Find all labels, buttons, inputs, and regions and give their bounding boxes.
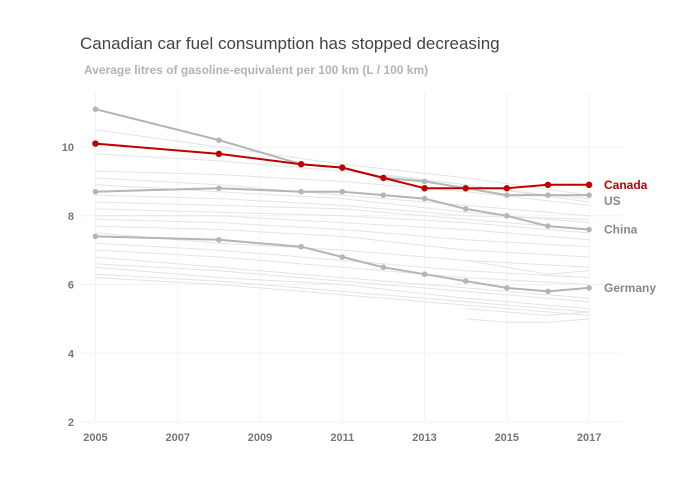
y-tick-label: 4: [68, 348, 75, 360]
germany-data-point: [216, 237, 222, 243]
axis-labels: 2005 2007 2009 2011 2013 2015 2017 2 4 6 8 10: [62, 142, 602, 444]
canada-series-line: [95, 142, 590, 190]
background-series-line-15: [95, 256, 590, 299]
y-tick-label: 6: [68, 280, 74, 292]
canada-data-point: [339, 164, 346, 171]
x-tick-label: 2005: [83, 432, 107, 444]
y-tick-label: 2: [68, 417, 74, 429]
canada-data-point: [297, 160, 305, 168]
grid: [79, 92, 622, 423]
background-series-line-16: [95, 263, 590, 303]
us-series-line: [95, 108, 590, 197]
x-tick-label: 2011: [330, 432, 354, 444]
background-series-line-12: [95, 232, 590, 268]
china-data-point: [586, 226, 592, 233]
background-series-line-22: [465, 318, 590, 323]
background-series-line-18: [95, 273, 590, 313]
background-series-line-8: [95, 208, 590, 234]
highlighted-series-group: [92, 106, 593, 295]
china-data-point: [380, 192, 387, 198]
canada-data-point: [585, 181, 593, 189]
china-data-point: [339, 188, 346, 195]
canada-data-point: [380, 174, 387, 182]
canada-data-point: [544, 181, 552, 189]
germany-data-point: [462, 278, 469, 284]
china-data-point: [545, 223, 551, 229]
germany-series-line: [95, 235, 590, 293]
background-series-line-20: [465, 259, 590, 275]
germany-data-point: [92, 233, 99, 240]
us-data-point: [216, 137, 222, 143]
germany-data-point: [380, 264, 387, 271]
background-series-line-21: [465, 308, 590, 316]
germany-data-point: [298, 243, 304, 250]
china-data-point: [504, 212, 510, 219]
x-tick-label: 2017: [577, 432, 601, 444]
canada-data-point: [503, 185, 511, 192]
x-tick-label: 2009: [248, 432, 272, 444]
china-data-point: [92, 188, 99, 195]
x-tick-label: 2015: [495, 432, 519, 444]
background-series-line-7: [95, 201, 590, 230]
germany-data-point: [545, 288, 551, 295]
series-labels: Canada US China Germany: [604, 178, 656, 295]
y-tick-label: 10: [62, 142, 74, 154]
us-data-point: [92, 106, 99, 112]
germany-series-label: Germany: [604, 281, 656, 295]
china-data-point: [421, 195, 428, 202]
china-series-line: [95, 187, 590, 231]
background-series-line-19: [95, 277, 590, 316]
china-series-label: China: [604, 223, 638, 237]
background-series-line-11: [95, 225, 590, 258]
germany-data-point: [421, 271, 428, 277]
us-data-point: [586, 192, 592, 198]
china-data-point: [216, 185, 222, 192]
germany-data-point: [586, 285, 592, 291]
background-series-line-10: [95, 218, 590, 248]
background-series-line-4: [95, 177, 590, 217]
canada-series-label: Canada: [604, 178, 648, 192]
x-tick-label: 2007: [165, 432, 189, 444]
us-data-point: [421, 178, 428, 185]
chart-title: Canadian car fuel consumption has stoppe…: [80, 34, 500, 53]
china-data-point: [298, 188, 304, 195]
background-series-line-1: [95, 129, 590, 196]
background-series-line-13: [95, 242, 590, 279]
china-data-point: [462, 206, 469, 212]
background-series-line-14: [95, 249, 590, 285]
germany-data-point: [339, 254, 346, 260]
us-data-point: [504, 192, 510, 198]
background-series-line-9: [95, 215, 590, 241]
y-tick-label: 8: [68, 211, 74, 223]
us-series-label: US: [604, 194, 621, 208]
canada-data-point: [215, 150, 223, 158]
us-data-point: [545, 192, 551, 198]
canada-data-point: [92, 140, 99, 147]
canada-data-point: [462, 185, 469, 192]
canada-data-point: [421, 185, 428, 192]
germany-data-point: [504, 285, 510, 291]
x-tick-label: 2013: [412, 432, 436, 444]
background-series-line-17: [95, 266, 590, 310]
chart-subtitle: Average litres of gasoline-equivalent pe…: [84, 63, 429, 77]
